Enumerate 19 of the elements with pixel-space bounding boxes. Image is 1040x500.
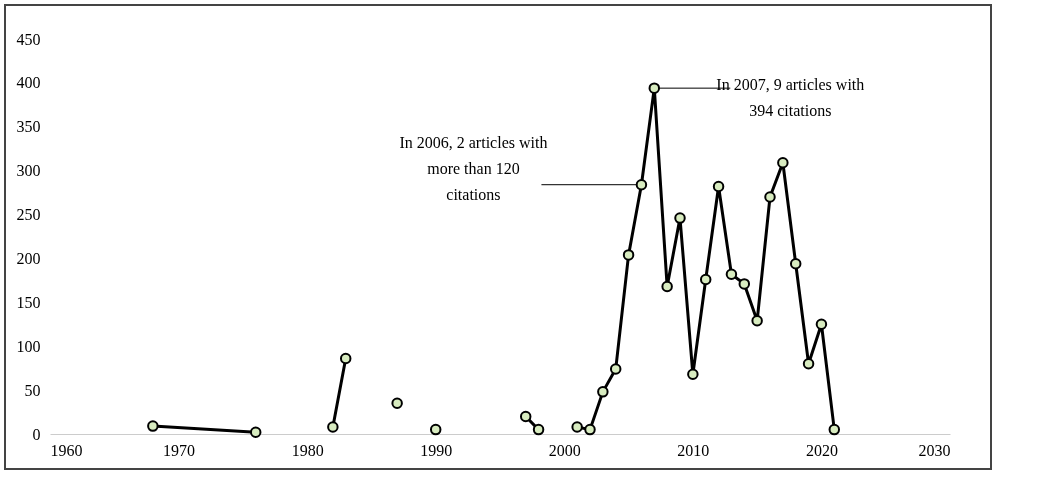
y-tick-label: 100 bbox=[16, 337, 41, 355]
y-tick-label: 150 bbox=[16, 293, 41, 311]
y-tick-label: 350 bbox=[16, 118, 41, 136]
x-tick-label: 2010 bbox=[677, 441, 710, 459]
x-tick-label: 2030 bbox=[918, 441, 951, 459]
x-tick-label: 2000 bbox=[548, 441, 581, 459]
annotation: In 2006, 2 articles with more than 120 citations bbox=[399, 133, 548, 203]
y-tick-label: 450 bbox=[16, 30, 41, 48]
y-tick-label: 300 bbox=[16, 162, 41, 180]
y-tick-label: 400 bbox=[16, 74, 41, 92]
x-tick-label: 1990 bbox=[420, 441, 453, 459]
y-tick-label: 200 bbox=[16, 249, 41, 267]
y-tick-label: 250 bbox=[16, 206, 41, 224]
x-tick-label: 1960 bbox=[50, 441, 83, 459]
x-tick-label: 2020 bbox=[805, 441, 838, 459]
x-tick-label: 1980 bbox=[291, 441, 324, 459]
x-tick-label: 1970 bbox=[163, 441, 196, 459]
y-tick-label: 50 bbox=[24, 381, 41, 399]
y-tick-label: 0 bbox=[32, 425, 41, 443]
